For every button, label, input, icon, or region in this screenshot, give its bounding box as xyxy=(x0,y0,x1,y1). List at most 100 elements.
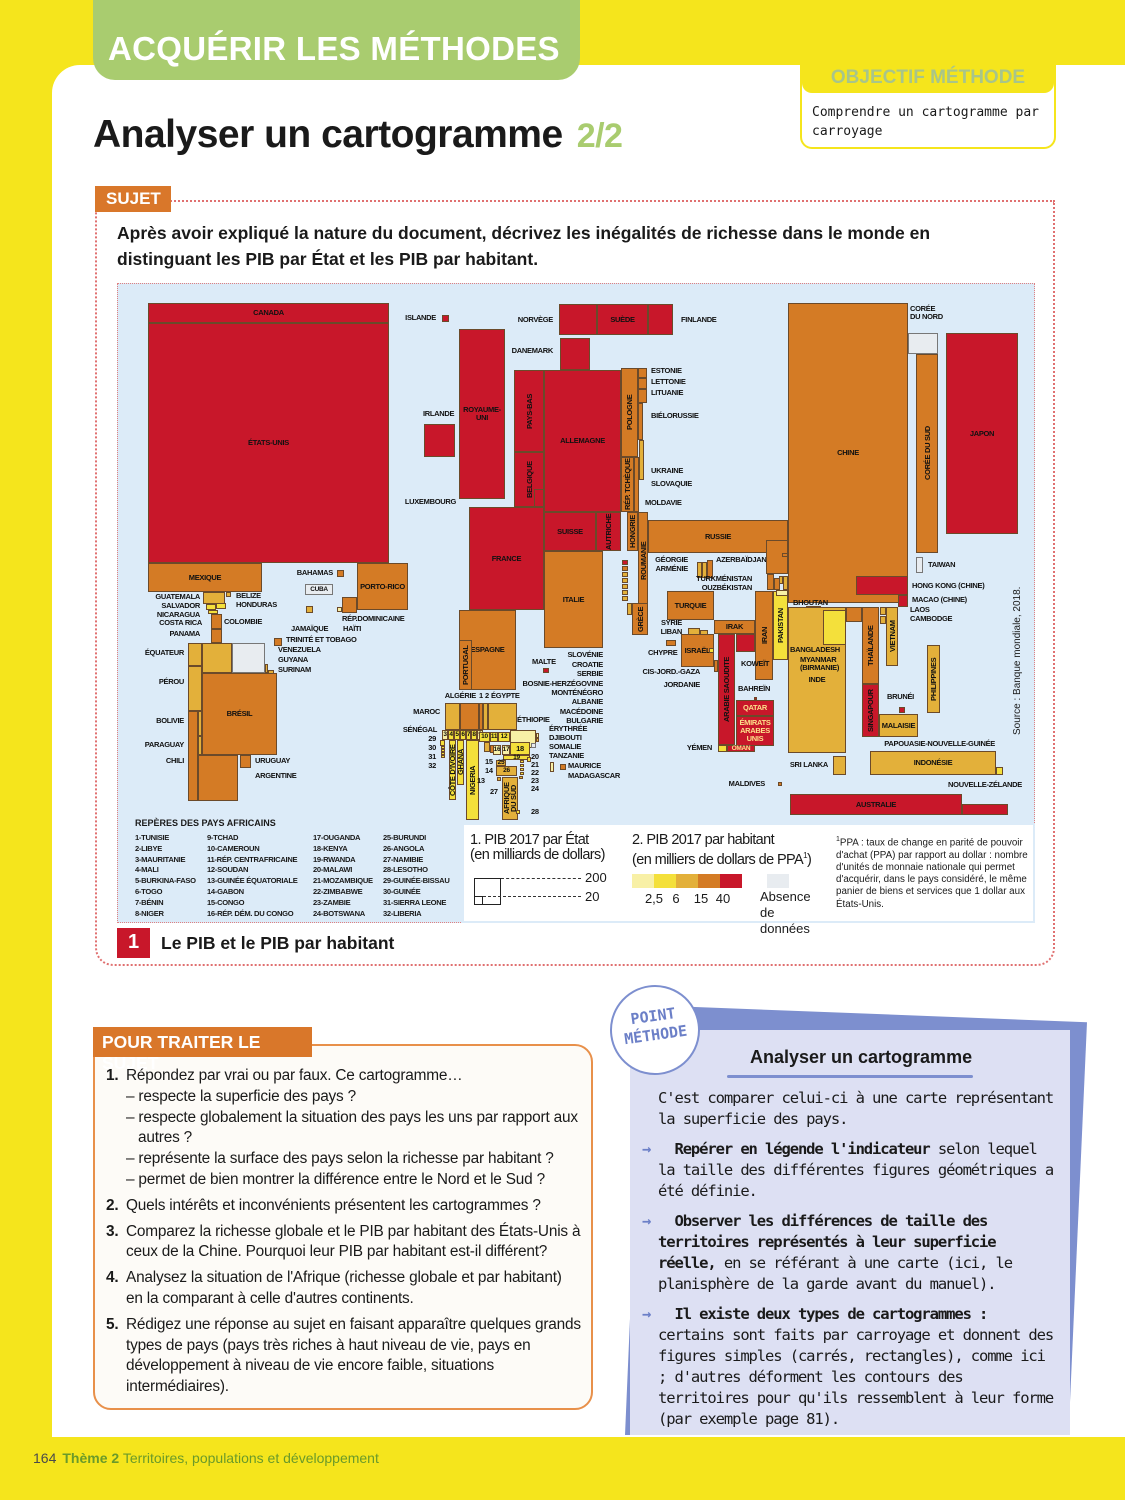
legend-pc: 2. PIB 2017 par habitant (en milliers de… xyxy=(632,832,812,868)
country-label: PARAGUAY xyxy=(144,740,185,749)
african-key-item: 3-MAURITANIE xyxy=(135,854,186,864)
footnote-mark: 1 xyxy=(836,836,840,843)
african-key-item: 4-MALI xyxy=(135,865,159,875)
country-label: SINGAPOUR xyxy=(866,689,875,732)
country-label: SLOVAQUIE xyxy=(651,479,692,488)
country-label: RÉP.DOMINICAINE xyxy=(342,614,405,623)
country-label: 18 xyxy=(516,743,524,753)
country-estonie xyxy=(638,368,647,378)
african-key-item: 8-NIGER xyxy=(135,908,164,918)
country-label: THAÏLANDE xyxy=(866,625,875,666)
legend-note: 1PPA : taux de change en parité de pouvo… xyxy=(836,834,1032,911)
country-label: 26 xyxy=(503,767,510,774)
method-title-underline xyxy=(727,1075,973,1078)
country-label: PAKISTAN xyxy=(776,608,785,643)
country-25 xyxy=(496,760,506,766)
country-label: 30 xyxy=(428,743,436,752)
country-label: MEXIQUE xyxy=(188,572,222,582)
country-sri-lanka xyxy=(833,756,846,775)
country-taiwan xyxy=(916,557,923,573)
country-pays-bas xyxy=(514,370,544,452)
task-subitem: – respecte la superficie des pays ? xyxy=(126,1087,356,1105)
country-label: BAHAMAS xyxy=(296,568,334,577)
country-slovaquie xyxy=(634,457,639,512)
country-label: 22 xyxy=(531,768,539,777)
country-koweit xyxy=(736,634,755,652)
country-label: LITUANIE xyxy=(651,388,684,397)
legend-square-20 xyxy=(474,896,483,905)
country-label: ARGENTINE xyxy=(255,771,297,780)
country-malaisie xyxy=(879,714,918,737)
method-step: → Repérer en légende l'indicateur selon … xyxy=(642,1140,1054,1200)
country-6 xyxy=(460,730,466,740)
country-label: ARABIE SAOUDITE xyxy=(722,656,731,723)
country-label: LIBAN xyxy=(660,627,683,636)
country-label: CORÉE DU NORD xyxy=(910,304,943,321)
country-label: MONTÉNÉGRO xyxy=(551,688,603,697)
country-ghana xyxy=(457,740,464,785)
footnote-mark: 1 xyxy=(803,851,807,860)
footer: 164 Thème 2 Territoires, populations et d… xyxy=(33,1450,379,1466)
country-label: 19 xyxy=(513,753,520,761)
country-argentine xyxy=(198,755,238,801)
country-madagascar xyxy=(550,762,554,772)
country-label: PÉROU xyxy=(158,677,184,686)
country-label: 12 xyxy=(500,733,508,740)
country-canada xyxy=(148,303,389,323)
country-grece xyxy=(632,603,648,635)
country-label: CÔTE D'IVOIRE xyxy=(448,744,457,796)
country-label: ÉGYPTE xyxy=(491,691,520,700)
country-paraguay xyxy=(198,736,202,755)
country-bielorussie xyxy=(638,403,643,440)
country-label: 28 xyxy=(531,807,539,816)
country-label: 16 xyxy=(493,746,501,753)
country-label: MAURICE xyxy=(568,761,601,770)
task-item: 1. Répondez par vrai ou par faux. Ce cart… xyxy=(106,1066,581,1191)
country-13 xyxy=(484,742,490,752)
title-part: 2/2 xyxy=(576,117,623,155)
country-label: RÉP. TCHÈQUE xyxy=(623,458,632,511)
country-suede xyxy=(597,304,648,335)
country-label: COSTA RICA xyxy=(159,618,202,627)
country-singapour xyxy=(862,684,879,737)
task-text: Analysez la situation de l'Afrique (rich… xyxy=(126,1269,562,1307)
country-label: 5 xyxy=(455,731,459,738)
country-label: CORÉE DU SUD xyxy=(922,426,932,481)
page-number: 164 xyxy=(33,1450,57,1466)
country-maroc xyxy=(445,703,460,730)
country-label: QATAR xyxy=(742,703,768,712)
african-key-item: 6-TOGO xyxy=(135,886,163,896)
african-key-item: 31-SIERRA LEONE xyxy=(383,897,447,907)
method-text: C'est comparer celui-ci à une carte repr… xyxy=(642,1088,1058,1439)
country-cis-jord-gaza xyxy=(709,648,714,653)
legend-gdp: 1. PIB 2017 par État (en milliards de do… xyxy=(470,833,605,863)
legend-swatch-c2 xyxy=(654,874,676,888)
country-28 xyxy=(516,810,520,814)
country-16 xyxy=(493,745,501,755)
country-guatemala xyxy=(203,592,225,604)
country-label: PANAMA xyxy=(169,629,200,638)
title-text: Analyser un cartogramme xyxy=(93,113,563,156)
country-label: KOWEÏT xyxy=(741,659,770,668)
country-ouzbekistan xyxy=(774,578,780,590)
section-tab: ACQUÉRIR LES MÉTHODES xyxy=(93,0,580,80)
country-label: SLOVÉNIE xyxy=(567,650,603,659)
country-vietnam xyxy=(886,607,898,666)
page-title: Analyser un cartogramme 2/2 xyxy=(93,113,623,157)
country-colombie xyxy=(202,643,232,673)
task-number: 2. xyxy=(106,1196,119,1214)
country-label: GRÈCE xyxy=(635,606,645,632)
country-label: 7 xyxy=(466,731,471,738)
country-honduras xyxy=(216,603,226,609)
legend-threshold: 6 xyxy=(672,891,680,906)
african-key-item: 18-KENYA xyxy=(313,843,348,853)
arrow-icon: → xyxy=(642,1140,651,1158)
country-porto-rico xyxy=(357,563,408,610)
african-key-item: 5-BURKINA-FASO xyxy=(135,876,196,886)
figure-number: 1 xyxy=(117,928,150,958)
country-cambodge xyxy=(880,616,886,624)
country-irak xyxy=(714,620,755,634)
country-label: VENEZUELA xyxy=(278,645,321,654)
country-label: OUZBÉKISTAN xyxy=(701,583,753,592)
country-allemagne xyxy=(544,370,621,512)
